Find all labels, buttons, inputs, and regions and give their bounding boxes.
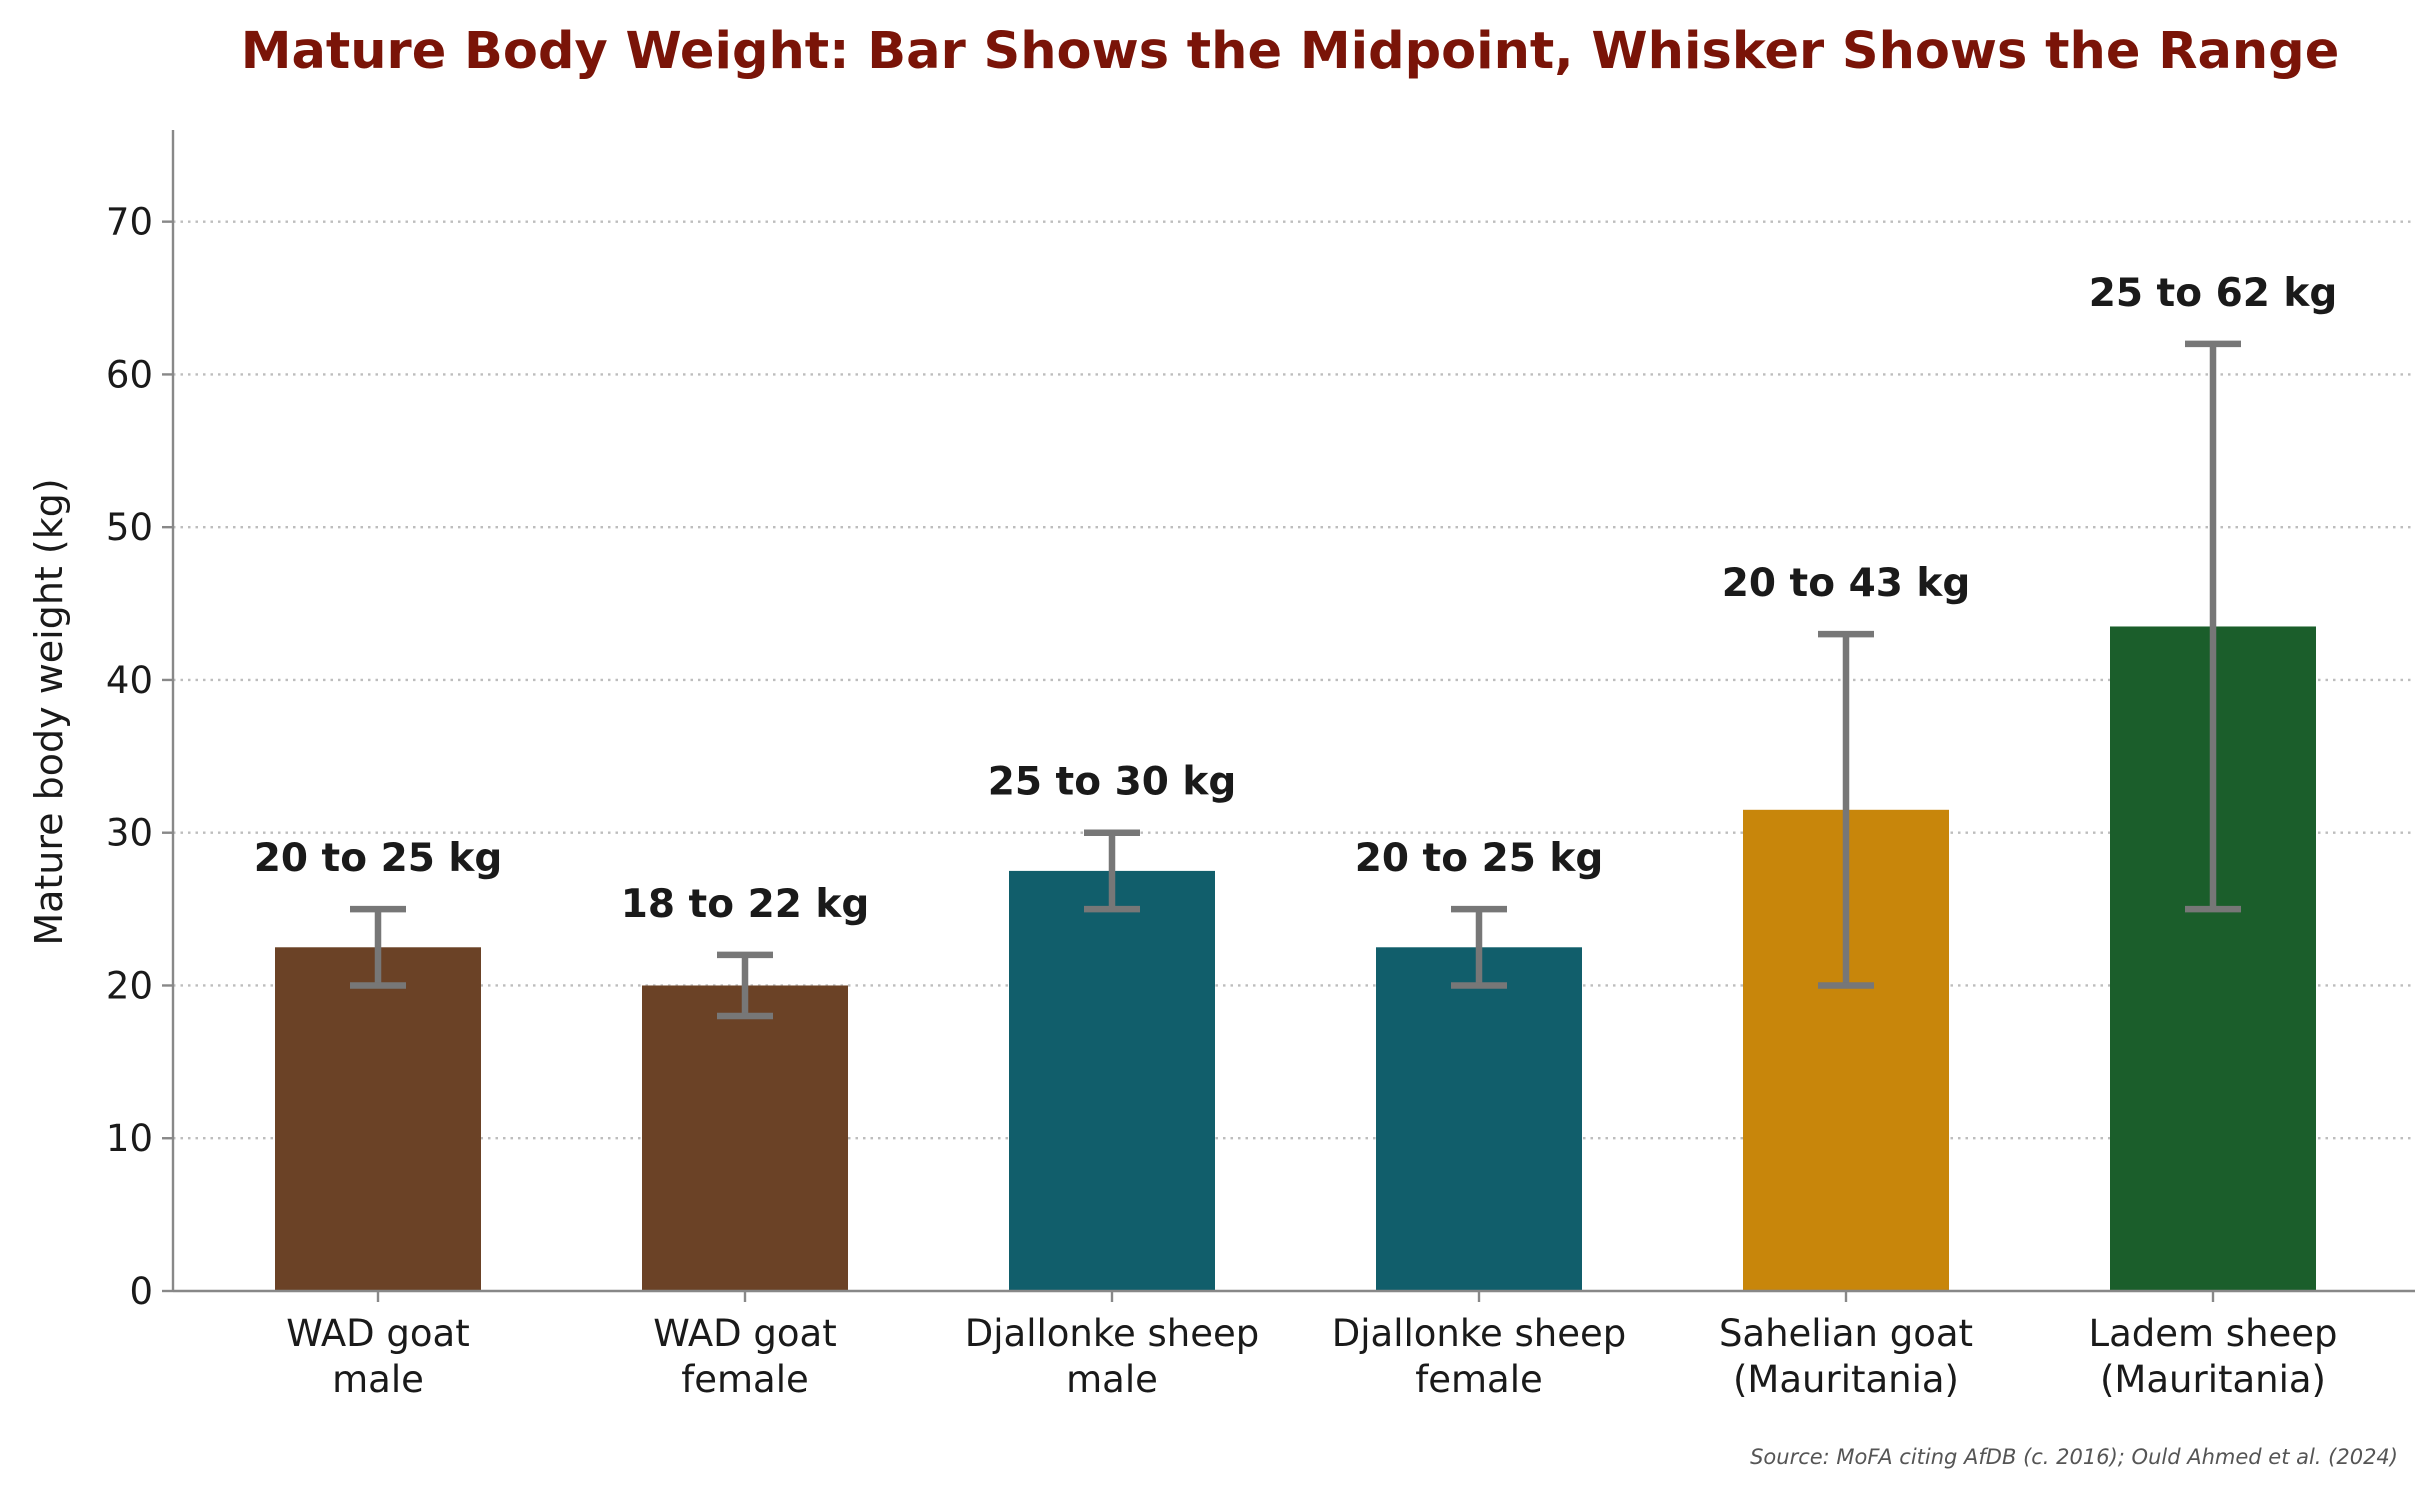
y-tick-label: 70	[106, 201, 153, 244]
y-tick-label: 20	[106, 964, 153, 1007]
data-label: 20 to 25 kg	[1355, 836, 1604, 881]
x-tick-label: Ladem sheep (Mauritania)	[2088, 1312, 2337, 1401]
data-label: 25 to 30 kg	[988, 760, 1237, 805]
source-note: Source: MoFA citing AfDB (c. 2016); Ould…	[1750, 1445, 2398, 1469]
chart-title: Mature Body Weight: Bar Shows the Midpoi…	[241, 22, 2340, 81]
grid-lines	[173, 220, 2415, 1140]
bar	[1009, 870, 1215, 1291]
x-tick-label: Djallonke sheep male	[965, 1312, 1259, 1401]
x-tick-label: Sahelian goat (Mauritania)	[1719, 1312, 1973, 1401]
y-tick-label: 30	[106, 812, 153, 855]
data-label: 20 to 25 kg	[254, 836, 503, 881]
data-label: 25 to 62 kg	[2089, 271, 2338, 316]
bar	[1376, 947, 1582, 1291]
y-axis-label: Mature body weight (kg)	[27, 478, 71, 945]
y-tick-label: 60	[106, 353, 153, 396]
data-label: 18 to 22 kg	[621, 882, 870, 927]
bar	[642, 985, 848, 1291]
x-tick-label: WAD goat female	[653, 1312, 836, 1401]
y-tick-label: 50	[106, 506, 153, 549]
bar	[275, 947, 481, 1291]
y-tick-label: 40	[106, 659, 153, 702]
labels: 0 10 20 30 40 50 60 70 20 to 25 kg WAD goat male 18…	[106, 201, 2338, 1401]
axes	[162, 130, 2415, 1302]
y-tick-label: 10	[106, 1117, 153, 1160]
y-tick-label: 0	[129, 1270, 153, 1313]
bars	[275, 626, 2316, 1291]
data-label: 20 to 43 kg	[1722, 561, 1971, 606]
x-tick-label: Djallonke sheep female	[1332, 1312, 1626, 1401]
whiskers	[350, 340, 2241, 1020]
x-tick-label: WAD goat male	[286, 1312, 469, 1401]
